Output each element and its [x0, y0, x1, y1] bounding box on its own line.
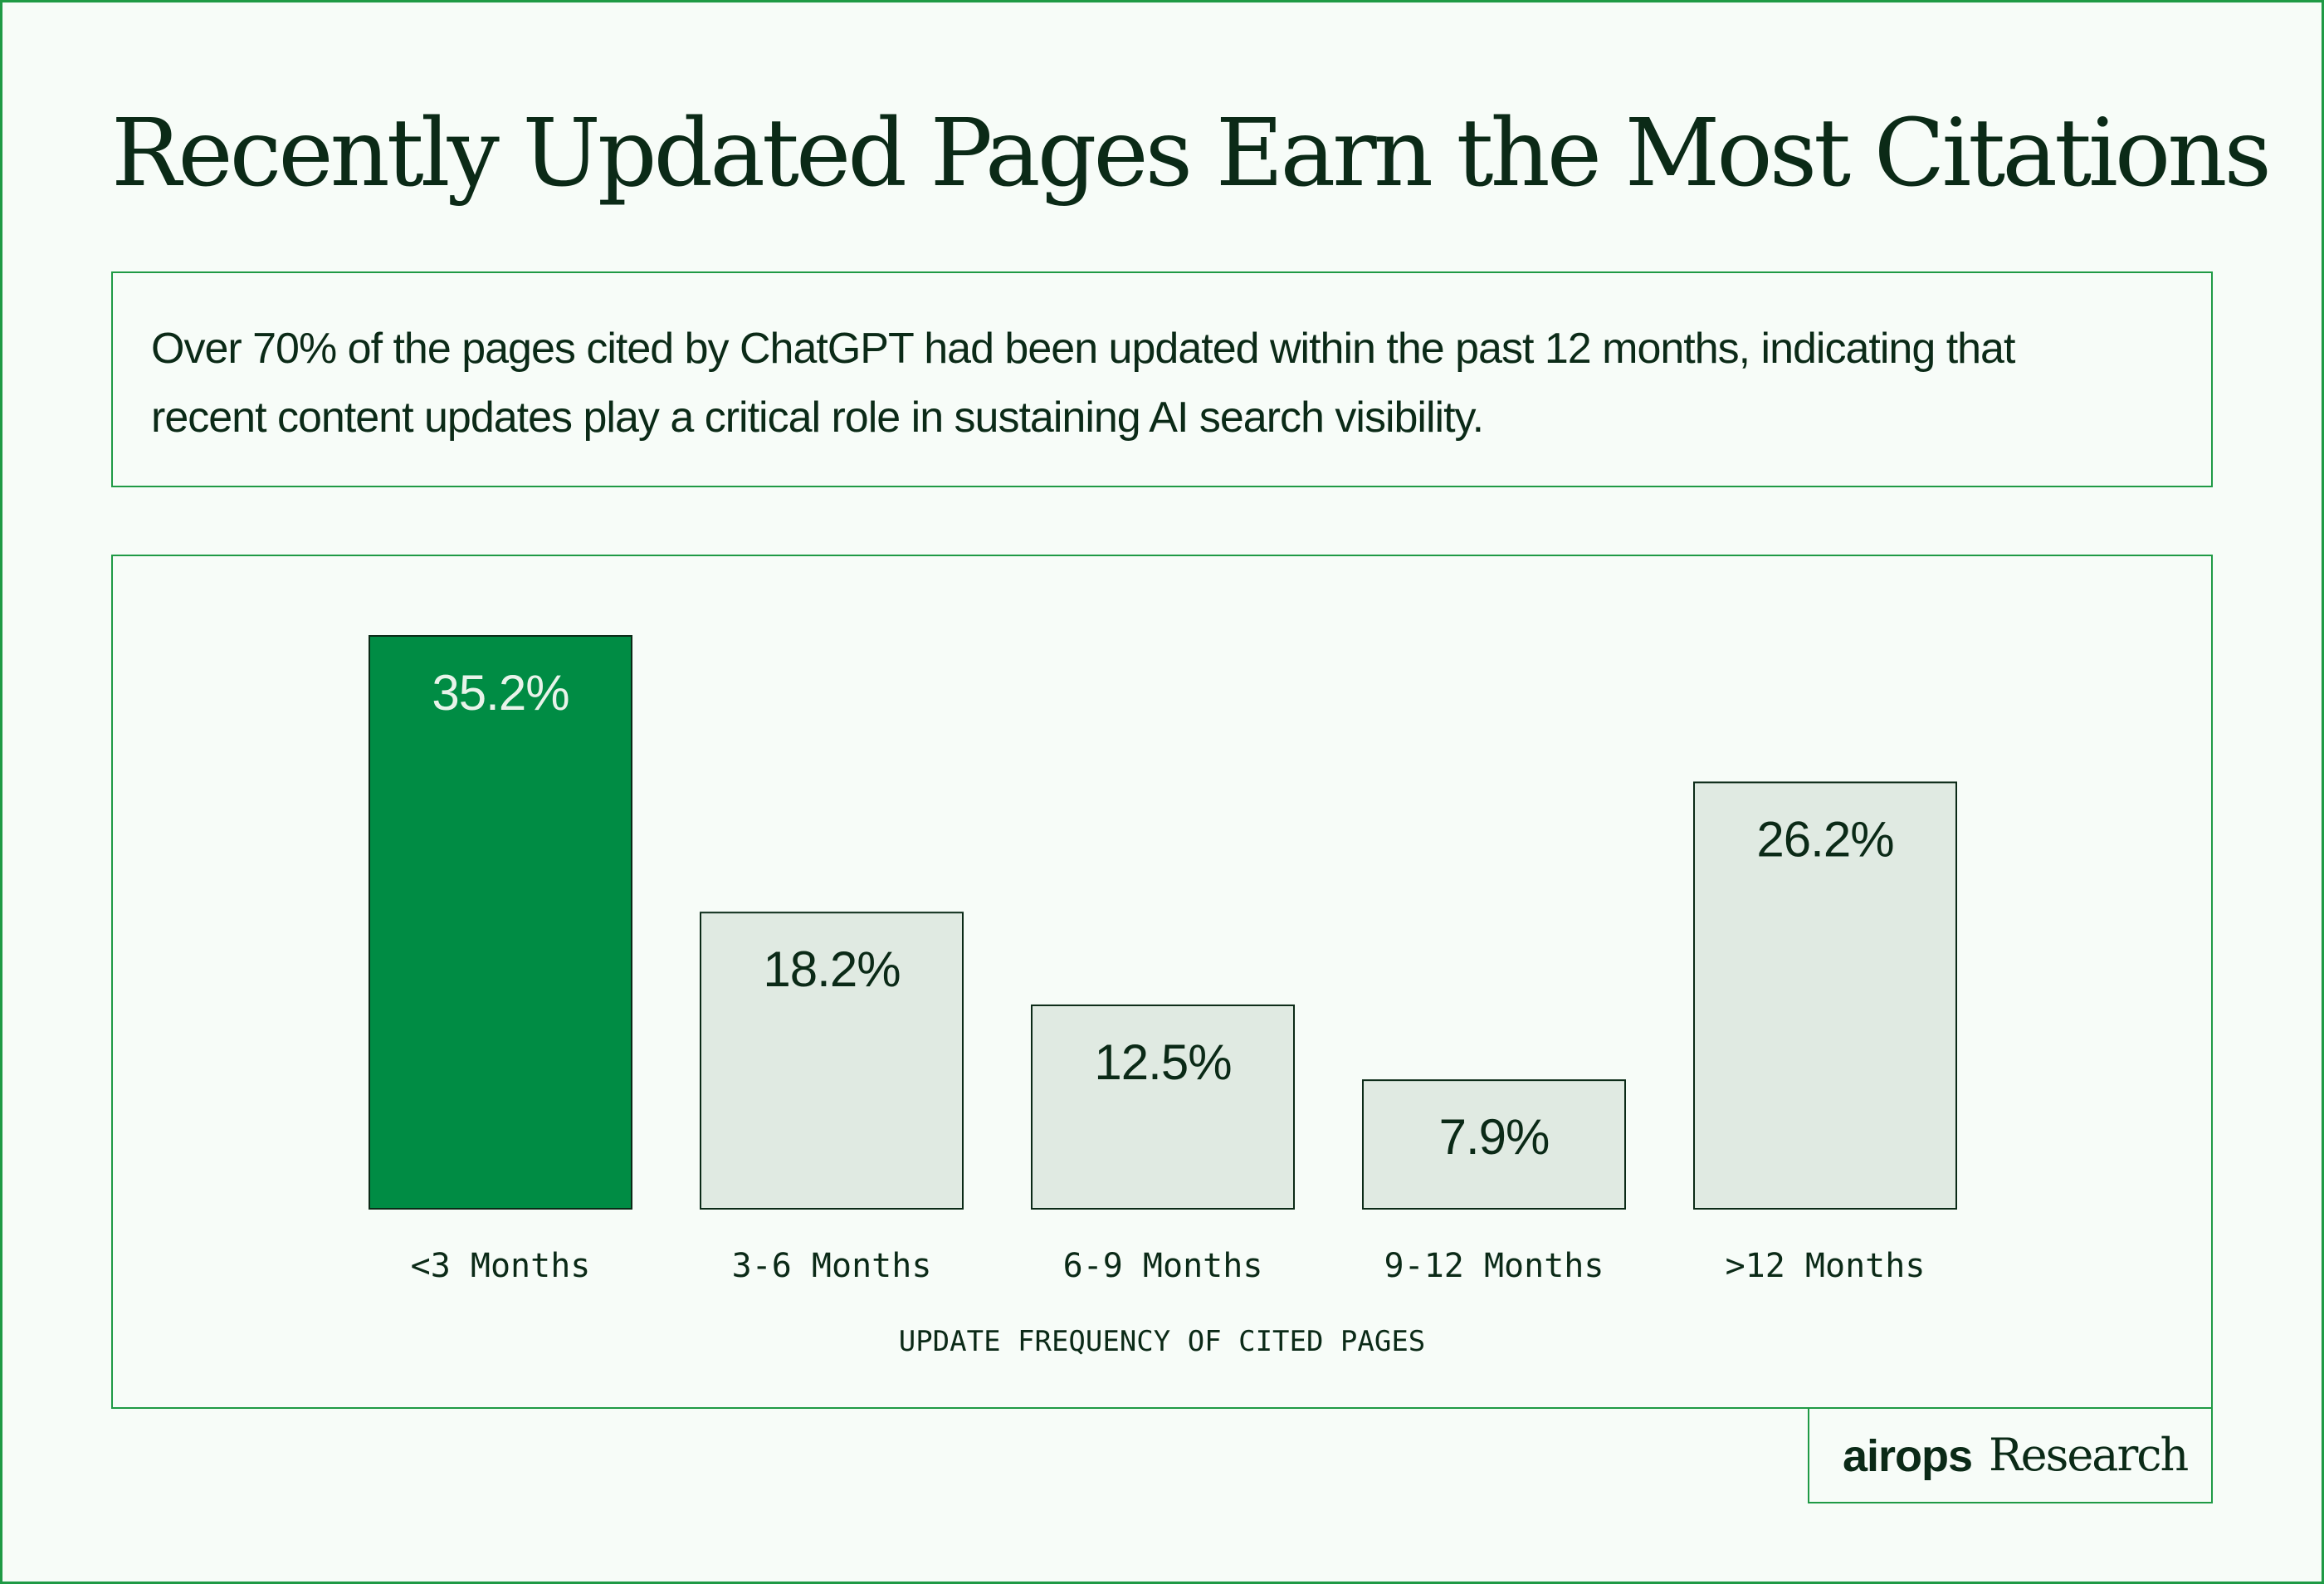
bar-value-label-2: 12.5% — [1094, 1034, 1231, 1090]
summary-text: Over 70% of the pages cited by ChatGPT h… — [151, 325, 2015, 442]
chart-container: 35.2% <3 Months 18.2% 3-6 Months 12.5% 6-9 Mo… — [111, 555, 2213, 1409]
brand-name: airops — [1843, 1431, 1973, 1481]
category-label-0: <3 Months — [411, 1247, 591, 1285]
bar-4 — [1693, 781, 1957, 1210]
brand-suffix: Research — [1989, 1429, 2189, 1481]
bar-value-label-1: 18.2% — [763, 941, 900, 997]
bar-2 — [1031, 1004, 1295, 1210]
bar-value-label-0: 35.2% — [432, 665, 569, 721]
brand-logo: airops Research — [1808, 1407, 2213, 1503]
bar-chart: 35.2% <3 Months 18.2% 3-6 Months 12.5% 6-9 Mo… — [369, 635, 1957, 1358]
x-axis-title: UPDATE FREQUENCY OF CITED PAGES — [899, 1325, 1426, 1358]
bar-1 — [700, 912, 964, 1210]
bar-value-label-3: 7.9% — [1439, 1109, 1550, 1165]
summary-box: Over 70% of the pages cited by ChatGPT h… — [111, 271, 2213, 487]
category-label-1: 3-6 Months — [732, 1247, 932, 1285]
bar-value-label-4: 26.2% — [1756, 811, 1893, 867]
category-label-4: >12 Months — [1726, 1247, 1926, 1285]
bar-0 — [369, 635, 632, 1210]
bar-3 — [1362, 1079, 1626, 1210]
page-title: Recently Updated Pages Earn the Most Cit… — [111, 100, 2272, 208]
category-label-3: 9-12 Months — [1384, 1247, 1604, 1285]
category-label-2: 6-9 Months — [1063, 1247, 1263, 1285]
